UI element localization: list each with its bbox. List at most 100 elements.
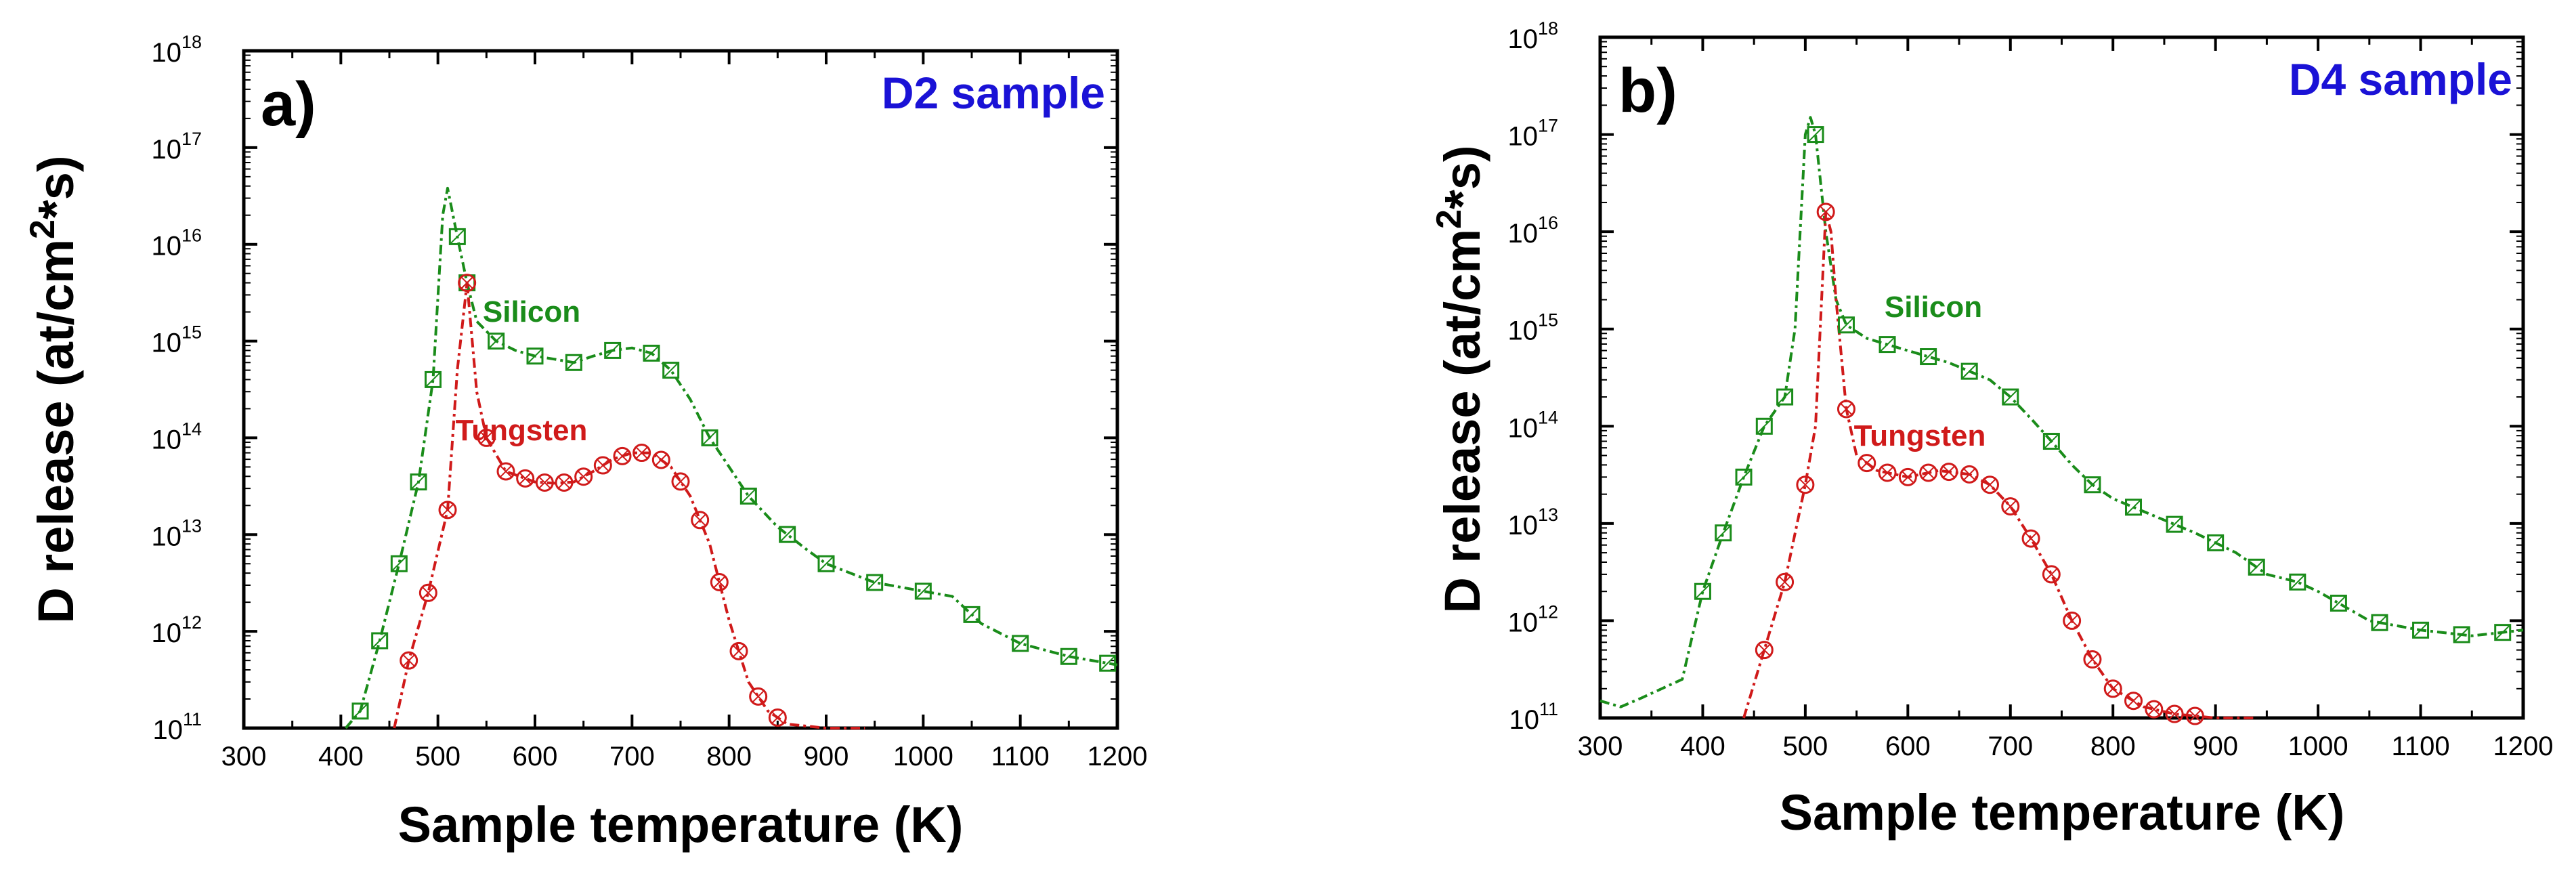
tungsten-marker-cross [616, 450, 628, 463]
silicon-marker-slash [964, 606, 980, 623]
silicon-marker [1920, 348, 1937, 366]
silicon-marker-slash [2453, 627, 2470, 643]
x-tick-label: 1200 [2493, 732, 2554, 761]
silicon-marker [1837, 316, 1855, 334]
tungsten-marker-cross [1983, 479, 1996, 491]
tungsten-marker [418, 583, 437, 602]
y-tick-label: 1015 [1507, 310, 1558, 346]
silicon-marker [390, 555, 408, 572]
silicon-marker-slash [1012, 635, 1029, 652]
tungsten-marker [768, 708, 787, 727]
silicon-marker [866, 574, 884, 591]
tungsten-marker [1980, 475, 1999, 494]
y-tick-label: 1011 [1509, 699, 1558, 735]
x-tick-label: 700 [609, 742, 655, 771]
tungsten-marker [1898, 467, 1917, 486]
silicon-marker-slash [425, 371, 442, 388]
tungsten-marker [729, 641, 748, 660]
tungsten-marker-cross [2065, 614, 2078, 627]
tungsten-marker [438, 501, 457, 520]
silicon-marker-slash [2290, 574, 2306, 591]
x-tick-label: 1200 [1088, 742, 1148, 771]
y-axis-label: D release (at/cm2*s) [23, 155, 84, 623]
tungsten-marker [2083, 650, 2102, 669]
silicon-marker-slash [488, 333, 505, 349]
silicon-marker [1012, 635, 1029, 652]
axis-ticks [242, 49, 1119, 729]
silicon-marker [425, 370, 442, 388]
silicon-marker-slash [1961, 363, 1977, 379]
tungsten-marker [1878, 463, 1897, 482]
panel-letter: a) [261, 70, 316, 139]
y-tick-labels: 1011 1012 1013 1014 1015 1016 1017 1018 [151, 32, 202, 745]
tungsten-marker-cross [1820, 206, 1832, 218]
tungsten-marker-cross [1758, 643, 1771, 656]
tungsten-marker-cross [1963, 468, 1975, 481]
silicon-marker-slash [2495, 624, 2511, 641]
silicon-marker-slash [818, 555, 834, 572]
silicon-marker [371, 632, 389, 650]
tungsten-marker-cross [674, 475, 687, 488]
tungsten-marker-cross [2189, 710, 2202, 722]
tungsten-marker [2063, 611, 2082, 630]
y-tick-label: 1013 [1507, 505, 1558, 541]
silicon-marker [739, 487, 757, 505]
x-tick-label: 400 [1680, 732, 1725, 761]
y-tick-label: 1014 [151, 419, 202, 454]
silicon-marker [1694, 582, 1711, 600]
tungsten-marker-cross [1840, 403, 1853, 415]
silicon-marker [604, 341, 622, 359]
tungsten-marker-cross [538, 476, 551, 489]
tungsten-marker-cross [713, 576, 726, 589]
tungsten-marker [2124, 692, 2143, 711]
tungsten-marker [1919, 463, 1938, 482]
silicon-marker-slash [2330, 595, 2347, 612]
y-tick-label: 1013 [151, 515, 202, 551]
silicon-marker [701, 429, 718, 446]
silicon-marker-slash [1838, 317, 1855, 333]
tungsten-marker [2001, 497, 2020, 516]
silicon-marker [914, 582, 932, 600]
silicon-marker-slash [740, 488, 757, 505]
silicon-marker [643, 344, 660, 362]
tungsten-marker [516, 469, 535, 488]
tungsten-line [1742, 210, 2257, 719]
panel-b: 300 400 500 600 700 800 900 1000 1100 1200 1011 10… [1430, 18, 2553, 841]
y-tick-label: 1015 [151, 322, 202, 358]
x-tick-label: 900 [804, 742, 849, 771]
silicon-marker [1960, 362, 1978, 380]
silicon-marker-slash [352, 703, 368, 719]
silicon-marker [1879, 336, 1896, 354]
silicon-marker-slash [2043, 433, 2060, 450]
tungsten-marker [2185, 706, 2204, 725]
silicon-marker [2494, 624, 2512, 641]
tungsten-marker-cross [1778, 576, 1791, 589]
silicon-marker [448, 228, 466, 245]
silicon-marker-slash [1920, 348, 1937, 365]
tungsten-marker-cross [442, 504, 454, 516]
tungsten-marker [535, 473, 554, 492]
silicon-line [1600, 116, 2524, 708]
series-markers [1694, 126, 2512, 725]
tungsten-marker-cross [2086, 653, 2099, 666]
silicon-marker [351, 702, 369, 720]
silicon-marker [2248, 558, 2265, 576]
silicon-marker-slash [2248, 559, 2264, 576]
x-tick-label: 1100 [991, 742, 1050, 771]
tungsten-marker-cross [2127, 694, 2140, 707]
y-axis-label: D release (at/cm2*s) [1430, 145, 1490, 613]
silicon-marker-slash [391, 555, 408, 572]
y-tick-label: 1018 [151, 32, 202, 68]
silicon-marker-slash [662, 362, 679, 379]
tungsten-marker-cross [693, 514, 706, 526]
x-tick-label: 500 [415, 742, 460, 771]
y-tick-label: 1014 [1507, 407, 1558, 443]
silicon-marker [1715, 524, 1732, 542]
silicon-marker-slash [2125, 499, 2142, 515]
y-tick-label: 1018 [1507, 18, 1558, 54]
x-tick-labels: 300 400 500 600 700 800 900 1000 1100 1200 [1578, 732, 2554, 761]
tungsten-marker [458, 274, 477, 293]
x-tick-label: 800 [2090, 732, 2136, 761]
y-tick-label: 1017 [1507, 116, 1558, 152]
